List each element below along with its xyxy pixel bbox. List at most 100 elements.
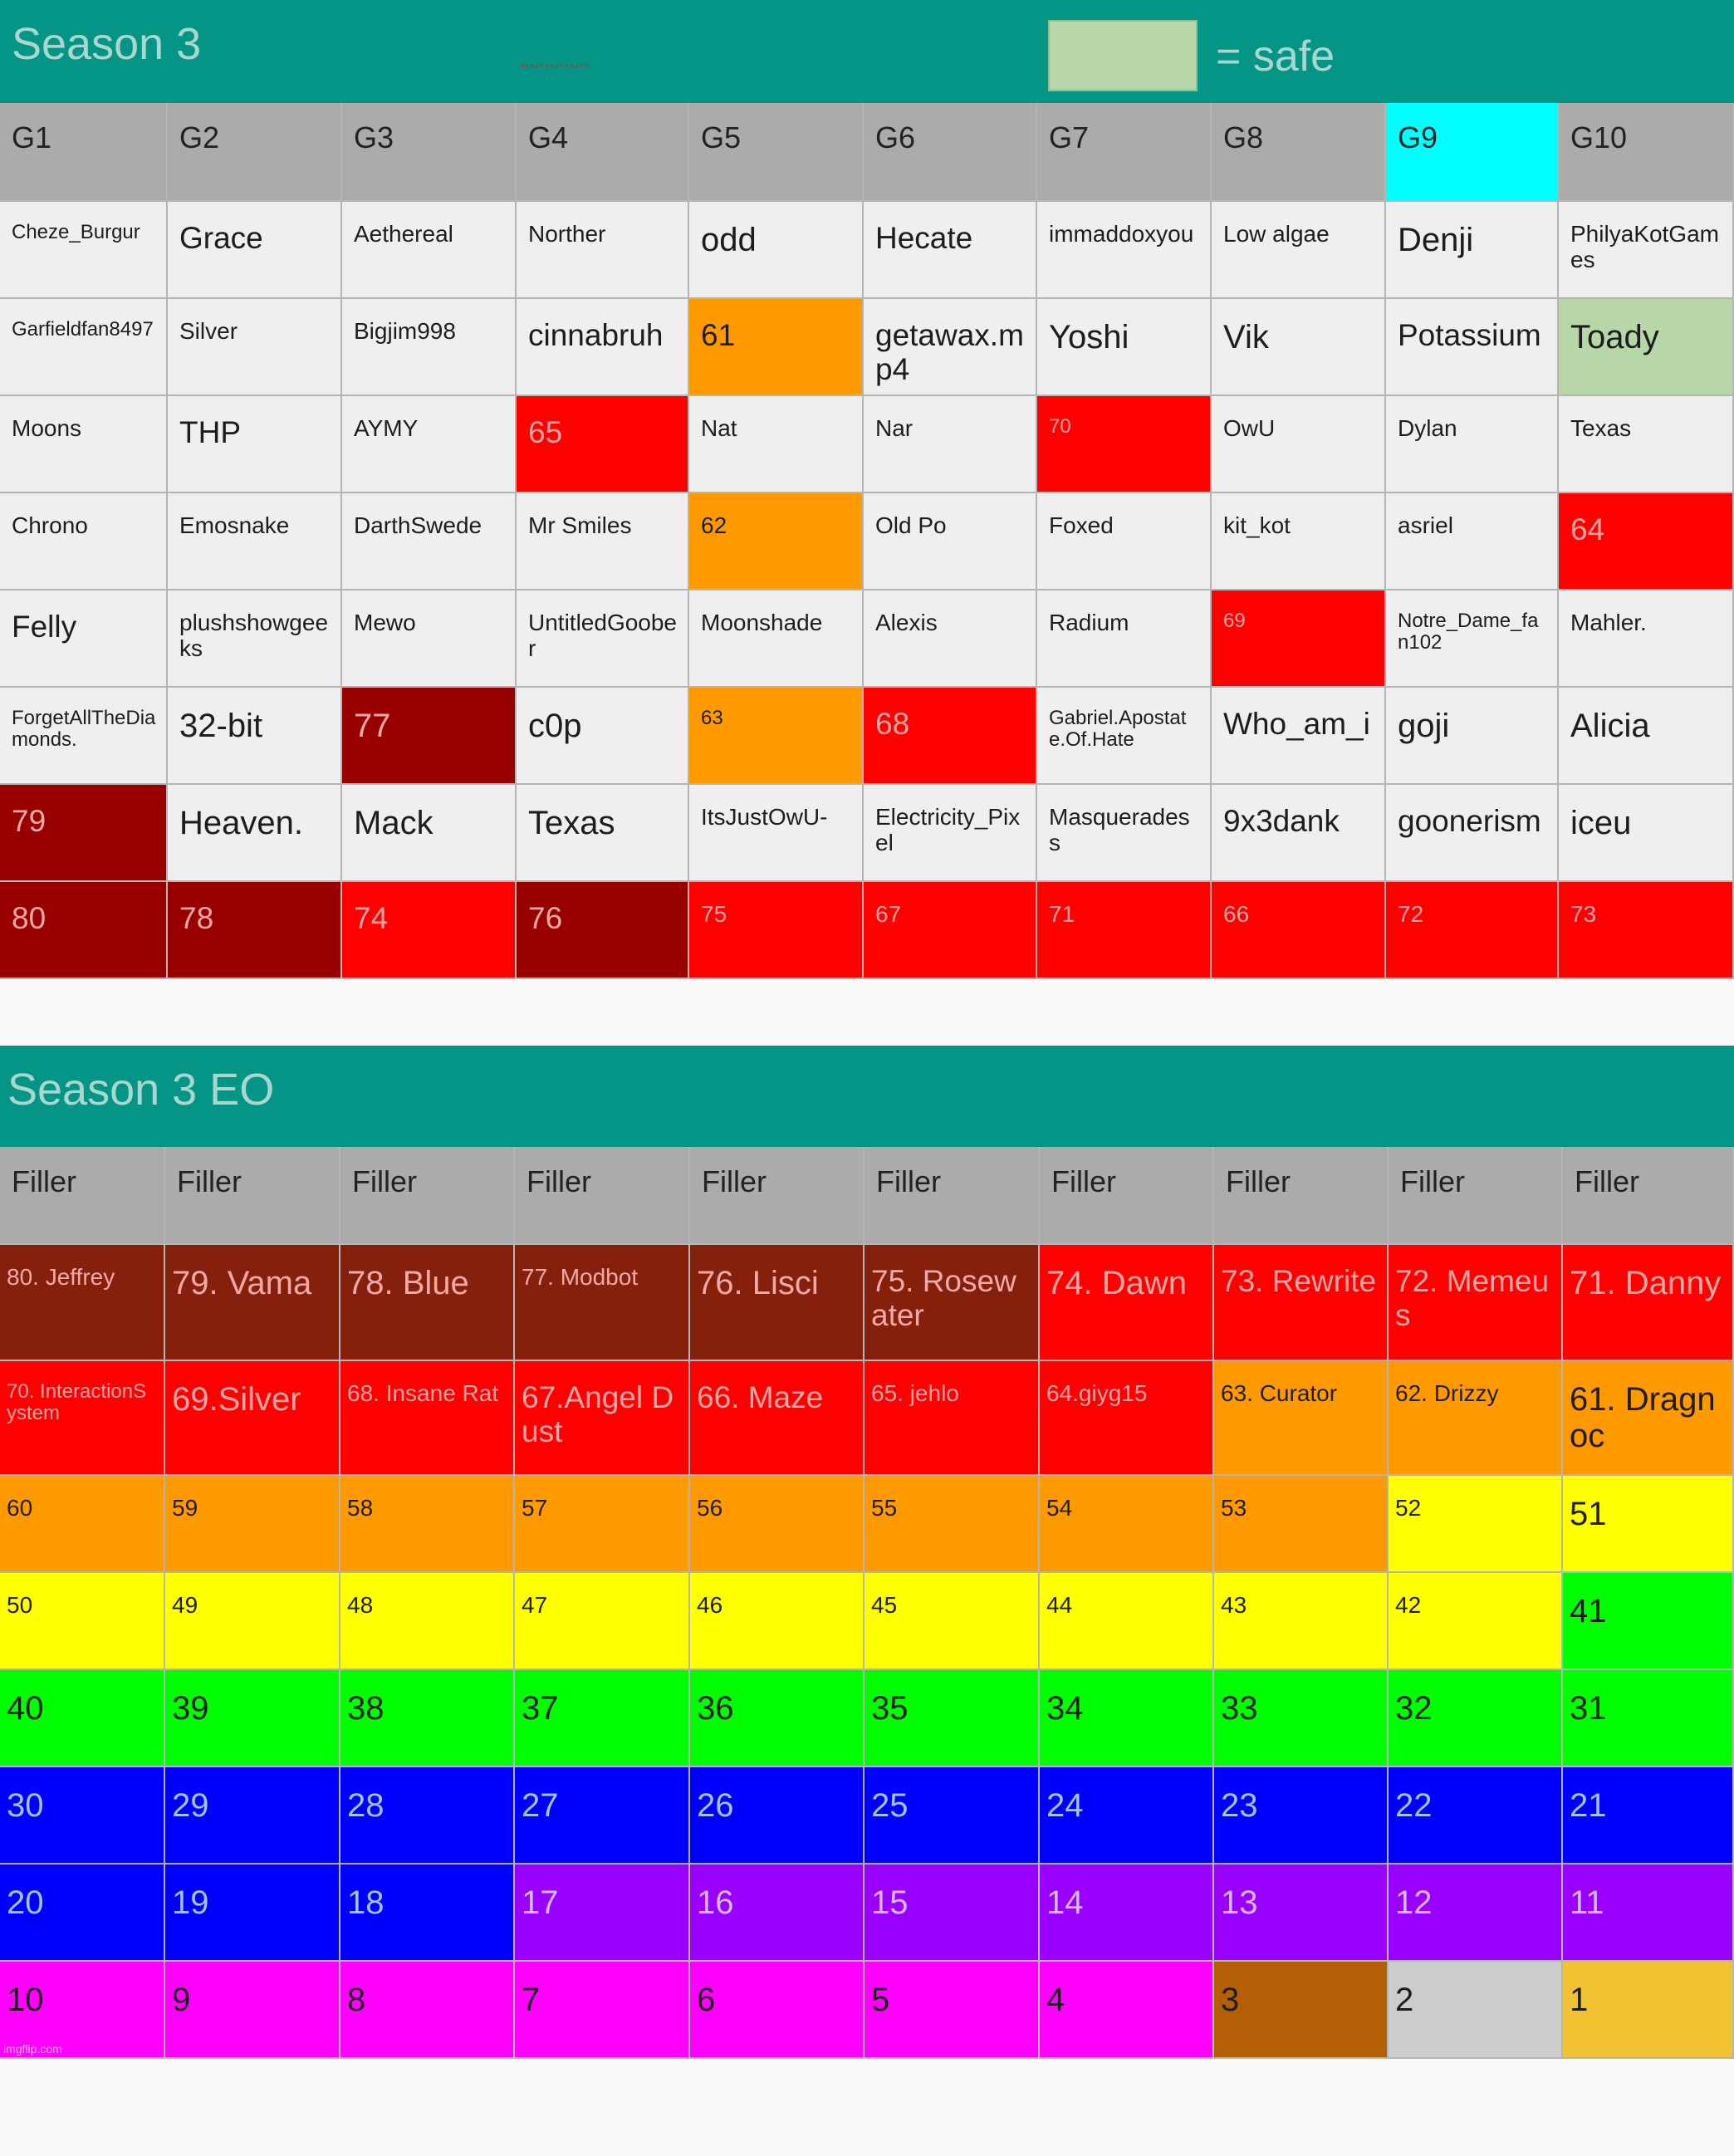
column-header: Filler [515, 1147, 690, 1245]
table-cell: 79. Vama [165, 1245, 340, 1361]
table-cell: immaddoxyou [1037, 202, 1212, 299]
table-cell: Mack [342, 785, 517, 882]
table-cell: 36 [690, 1670, 865, 1767]
table-cell: 28 [340, 1767, 515, 1864]
table-cell: 20 [0, 1864, 165, 1962]
table-cell: 77 [342, 688, 517, 785]
table-cell: Old Po [864, 493, 1037, 590]
table-cell: 62 [689, 493, 864, 590]
table-cell: 71. Danny [1563, 1245, 1734, 1361]
column-header: G3 [342, 103, 517, 202]
table-cell: Notre_Dame_fan102 [1386, 590, 1559, 688]
table-cell: 21 [1563, 1767, 1734, 1864]
table-cell: Denji [1386, 202, 1559, 299]
table-cell: 38 [340, 1670, 515, 1767]
table-cell: 71 [1037, 882, 1212, 979]
column-header: Filler [1214, 1147, 1389, 1245]
table-cell: Norther [517, 202, 689, 299]
table-cell: c0p [517, 688, 689, 785]
safe-legend-label: = safe [1216, 32, 1335, 81]
table-cell: 67 [864, 882, 1037, 979]
table-cell: 72 [1386, 882, 1559, 979]
table-cell: ForgetAllTheDiamonds. [0, 688, 168, 785]
table-cell: 14 [1040, 1864, 1214, 1962]
table-cell: 57 [515, 1476, 690, 1573]
column-header: G1 [0, 103, 168, 202]
table-cell: 19 [165, 1864, 340, 1962]
table-cell: 16 [690, 1864, 865, 1962]
column-header: G5 [689, 103, 864, 202]
table-cell: 68. Insane Rat [340, 1361, 515, 1476]
table-cell: Texas [1559, 396, 1734, 493]
table-cell: 2 [1389, 1962, 1563, 2059]
table-cell: cinnabruh [517, 299, 689, 396]
season-title: Season 3 [12, 19, 202, 69]
table-cell: Cheze_Burgur [0, 202, 168, 299]
section-gap [0, 979, 1734, 1046]
table-cell: Nar [864, 396, 1037, 493]
table-cell: 73 [1559, 882, 1734, 979]
table-cell: getawax.mp4 [864, 299, 1037, 396]
table-cell: Bigjim998 [342, 299, 517, 396]
table-cell: THP [168, 396, 342, 493]
table-cell: Mewo [342, 590, 517, 688]
table-cell: 70. InteractionSystem [0, 1361, 165, 1476]
season-header-band: Season 3 = safe [0, 0, 1734, 103]
table-cell: 26 [690, 1767, 865, 1864]
table-cell: 77. Modbot [515, 1245, 690, 1361]
table-cell: 76 [517, 882, 689, 979]
table-cell: Nat [689, 396, 864, 493]
table-cell: 6 [690, 1962, 865, 2059]
table-cell: 18 [340, 1864, 515, 1962]
table-cell: odd [689, 202, 864, 299]
table-cell: OwU [1212, 396, 1386, 493]
table-cell: 50 [0, 1573, 165, 1670]
table-cell: Mahler. [1559, 590, 1734, 688]
table-cell: 1 [1563, 1962, 1734, 2059]
table-cell: Hecate [864, 202, 1037, 299]
table-cell: UntitledGoober [517, 590, 689, 688]
table-cell: 79 [0, 785, 168, 882]
table-cell: Masqueradess [1037, 785, 1212, 882]
table-cell: 55 [865, 1476, 1040, 1573]
table-cell: 31 [1563, 1670, 1734, 1767]
table-cell: 4 [1040, 1962, 1214, 2059]
column-header: Filler [1563, 1147, 1734, 1245]
table-cell: Toady [1559, 299, 1734, 396]
table-cell: 17 [515, 1864, 690, 1962]
table-cell: 46 [690, 1573, 865, 1670]
table-cell: 53 [1214, 1476, 1389, 1573]
table-cell: 66 [1212, 882, 1386, 979]
table-cell: 58 [340, 1476, 515, 1573]
table-cell: 74. Dawn [1040, 1245, 1214, 1361]
table-cell: 10 [0, 1962, 165, 2059]
table-cell: Radium [1037, 590, 1212, 688]
table-cell: Garfieldfan8497 [0, 299, 168, 396]
table-cell: 47 [515, 1573, 690, 1670]
table-cell: Potassium [1386, 299, 1559, 396]
table-cell: Dylan [1386, 396, 1559, 493]
table-cell: Texas [517, 785, 689, 882]
table-cell: 11 [1563, 1864, 1734, 1962]
table-cell: 9x3dank [1212, 785, 1386, 882]
table-cell: 37 [515, 1670, 690, 1767]
column-header: Filler [1040, 1147, 1214, 1245]
table-cell: 49 [165, 1573, 340, 1670]
column-header: Filler [1389, 1147, 1563, 1245]
table-cell: 52 [1389, 1476, 1563, 1573]
table-cell: 32-bit [168, 688, 342, 785]
table-cell: 61 [689, 299, 864, 396]
table-cell: 5 [865, 1962, 1040, 2059]
table-cell: 76. Lisci [690, 1245, 865, 1361]
table-cell: asriel [1386, 493, 1559, 590]
table-cell: Moonshade [689, 590, 864, 688]
table-cell: 15 [865, 1864, 1040, 1962]
column-header: G4 [517, 103, 689, 202]
column-header: Filler [340, 1147, 515, 1245]
table-cell: 60 [0, 1476, 165, 1573]
spellcheck-squiggle [522, 60, 588, 67]
table-cell: 63. Curator [1214, 1361, 1389, 1476]
table-cell: 32 [1389, 1670, 1563, 1767]
table-cell: Low algae [1212, 202, 1386, 299]
table-cell: goonerism [1386, 785, 1559, 882]
